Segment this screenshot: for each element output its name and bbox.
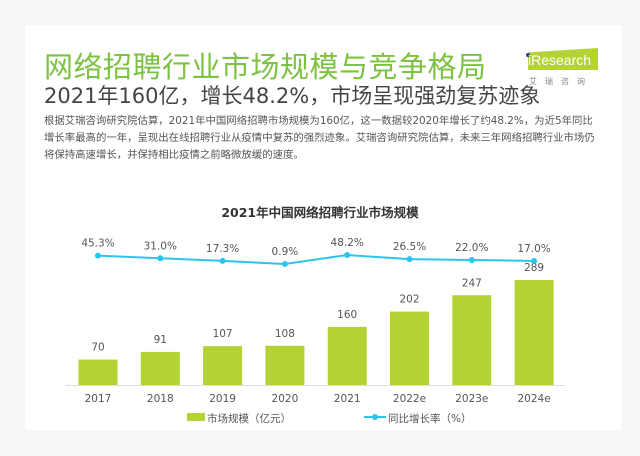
growth-point-2022e	[406, 256, 413, 263]
page-subtitle: 2021年160亿，增长48.2%，市场呈现强劲复苏迹象	[44, 84, 541, 108]
legend-bar-label: 市场规模（亿元）	[207, 413, 291, 425]
growth-point-2020	[281, 261, 288, 267]
x-tick-2019: 2019	[209, 393, 236, 405]
growth-label-2023e: 22.0%	[455, 242, 488, 254]
bar-label-2018: 91	[154, 334, 167, 346]
bar-2021	[327, 326, 367, 385]
bar-2020	[265, 345, 305, 385]
legend-line-label: 同比增长率（%）	[388, 413, 472, 425]
bar-label-2017: 70	[91, 342, 104, 354]
x-tick-2022e: 2022e	[393, 393, 426, 405]
growth-point-2023e	[468, 256, 475, 263]
bar-2024e	[514, 280, 554, 385]
bar-label-2023e: 247	[462, 277, 482, 289]
bar-label-2019: 107	[213, 328, 233, 340]
x-tick-2018: 2018	[147, 393, 174, 405]
x-tick-2021: 2021	[334, 393, 361, 405]
growth-label-2024e: 17.0%	[517, 243, 550, 255]
growth-label-2019: 17.3%	[206, 243, 239, 255]
bar-2023e	[452, 295, 492, 385]
bar-2017	[78, 359, 118, 385]
bar-label-2020: 108	[275, 328, 295, 340]
body-text: 根据艾瑞咨询研究院估算，2021年中国网络招聘市场规模为160亿，这一数据较20…	[44, 115, 595, 161]
bar-2018	[140, 351, 180, 385]
growth-point-2024e	[531, 257, 538, 264]
x-tick-2017: 2017	[85, 393, 112, 405]
growth-point-2017	[95, 252, 101, 259]
growth-label-2020: 0.9%	[272, 246, 299, 258]
growth-label-2021: 48.2%	[331, 237, 364, 249]
growth-point-2021	[344, 252, 351, 259]
bar-2019	[203, 346, 243, 385]
growth-label-2022e: 26.5%	[393, 241, 426, 253]
logo-brand: iResearch	[528, 52, 592, 68]
growth-line	[97, 254, 535, 266]
x-tick-2020: 2020	[272, 393, 299, 405]
chart-title: 2021年中国网络招聘行业市场规模	[221, 205, 419, 220]
iresearch-logo: iResearch 艾瑞咨询	[520, 44, 600, 90]
bar-label-2024e: 289	[524, 262, 544, 274]
logo-cn: 艾瑞咨询	[529, 77, 593, 86]
x-tick-2023e: 2023e	[455, 393, 488, 405]
growth-label-2018: 31.0%	[144, 240, 177, 252]
growth-point-2018	[157, 255, 164, 262]
bar-2022e	[390, 311, 429, 385]
page-title: 网络招聘行业市场规模与竞争格局	[44, 50, 487, 84]
bar-label-2022e: 202	[399, 294, 419, 306]
growth-point-2019	[219, 257, 226, 264]
x-tick-2024e: 2024e	[518, 393, 551, 405]
growth-label-2017: 45.3%	[81, 238, 114, 250]
bar-label-2021: 160	[337, 309, 357, 321]
